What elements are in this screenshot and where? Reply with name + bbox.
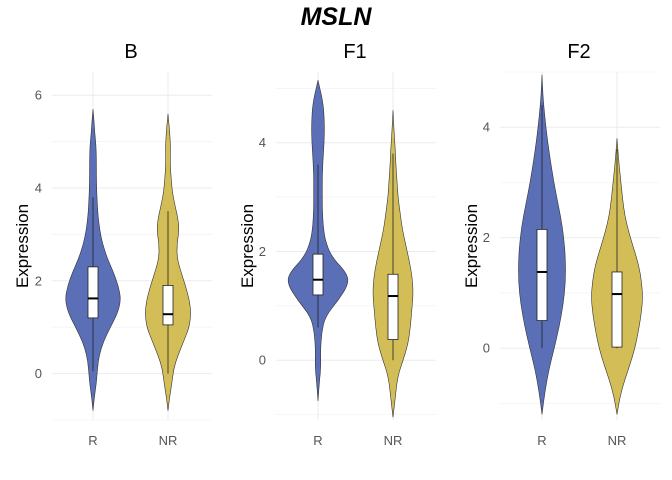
- panel-f1: 0 2 4 F1 Expression R NR: [238, 41, 436, 448]
- x-tick-label-nr: NR: [384, 433, 403, 448]
- panel-title: F2: [567, 41, 590, 63]
- box-nr: [611, 271, 623, 348]
- x-tick-label-r: R: [537, 433, 546, 448]
- x-tick-label-r: R: [313, 433, 322, 448]
- box-r: [536, 229, 548, 321]
- panel-title: B: [124, 41, 137, 63]
- y-tick-label: 2: [35, 273, 42, 288]
- y-tick-label: 0: [483, 341, 490, 356]
- panel-b: 0 2 4 6 B Expression R NR: [13, 41, 212, 448]
- box-r: [312, 253, 324, 296]
- y-tick-label: 6: [35, 88, 42, 103]
- x-tick-label-nr: NR: [608, 433, 627, 448]
- y-tick-label: 2: [483, 230, 490, 245]
- box-nr: [162, 285, 174, 326]
- y-tick-label: 4: [259, 135, 266, 150]
- box-nr: [387, 273, 399, 340]
- panel-title: F1: [343, 41, 366, 63]
- y-tick-label: 0: [259, 353, 266, 368]
- box-r: [87, 266, 99, 319]
- y-tick-label: 2: [259, 244, 266, 259]
- figure-title: MSLN: [301, 3, 373, 31]
- y-tick-label: 4: [483, 120, 490, 135]
- x-tick-label-nr: NR: [159, 433, 178, 448]
- y-tick-label: 4: [35, 181, 42, 196]
- y-axis-title: Expression: [238, 204, 257, 288]
- y-axis-title: Expression: [462, 204, 481, 288]
- x-tick-label-r: R: [88, 433, 97, 448]
- panel-f2: 0 2 4 F2 Expression R NR: [462, 41, 660, 448]
- y-tick-label: 0: [35, 366, 42, 381]
- y-axis-title: Expression: [13, 204, 32, 288]
